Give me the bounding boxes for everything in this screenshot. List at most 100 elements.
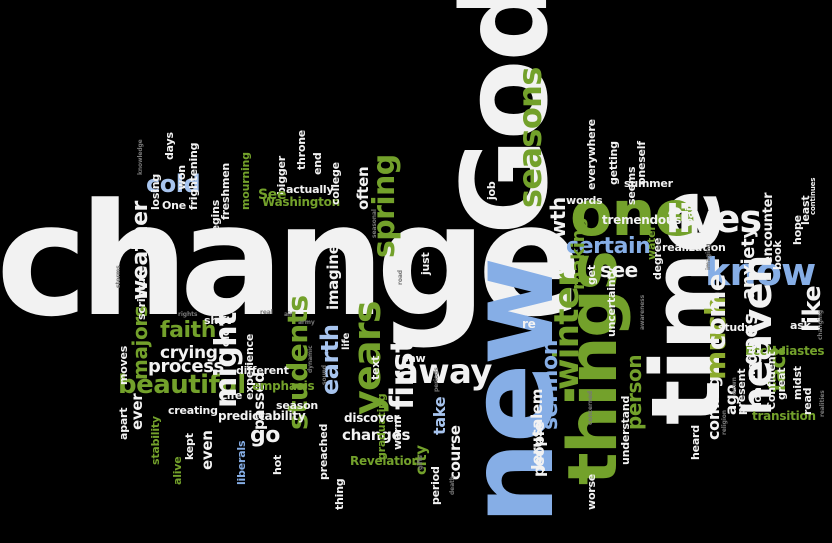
- word-mourning: mourning: [239, 152, 252, 210]
- word-imaging: imaging: [705, 243, 712, 270]
- word-know: know: [705, 250, 816, 294]
- word-ecclesiastes: Ecclesiastes: [745, 344, 825, 358]
- word-just: just: [419, 252, 432, 275]
- word-creating: creating: [168, 404, 218, 417]
- word-full: full: [505, 235, 518, 255]
- word-college: college: [329, 162, 342, 205]
- word-seasonal: seasonal: [371, 209, 378, 238]
- word-seasons: seasons: [511, 67, 549, 208]
- word-frightening: frightening: [187, 142, 200, 210]
- word-washington: Washington: [262, 195, 340, 209]
- word-certain: certain: [566, 234, 651, 259]
- word-awareness: awareness: [639, 294, 646, 330]
- word-warm: warm: [391, 416, 404, 450]
- word-uncertainty: uncertainty: [605, 267, 618, 337]
- word-ask: ask: [790, 319, 811, 332]
- word-job: job: [485, 181, 498, 200]
- word-air: air: [284, 311, 293, 318]
- word-away: away: [396, 352, 492, 392]
- word-actually: actually: [286, 183, 334, 196]
- word-life: Life: [220, 389, 243, 402]
- word-stability: stability: [149, 416, 162, 465]
- word-realization: realization: [662, 241, 726, 254]
- word-predictability: predictability: [218, 409, 306, 423]
- word-alive: alive: [171, 456, 184, 486]
- word-knowledge: knowledge: [137, 139, 144, 175]
- word-spring: spring: [367, 154, 402, 258]
- word-faith: faith: [160, 318, 216, 343]
- word-religion: religion: [721, 410, 728, 435]
- word-people: people: [530, 421, 548, 477]
- word-world: world: [745, 346, 758, 380]
- word-periods: periods: [433, 367, 440, 392]
- word-anxiety: anxiety: [738, 227, 759, 300]
- word-road: road: [397, 270, 404, 285]
- word-down: down: [731, 377, 738, 395]
- word-one: one: [570, 177, 696, 250]
- word-concerned: concerned: [587, 390, 594, 425]
- word-thing: thing: [333, 478, 346, 510]
- word-begins: begins: [209, 199, 222, 240]
- word-course: course: [446, 425, 464, 480]
- word-see-cap: See: [258, 187, 287, 203]
- word-apart: apart: [117, 407, 130, 440]
- word-different: different: [236, 364, 289, 377]
- word-crying: crying: [160, 343, 218, 363]
- word-moves: moves: [117, 345, 130, 385]
- word-preached: preached: [317, 423, 330, 480]
- word-discover: discover: [344, 411, 400, 425]
- word-won: won: [175, 165, 188, 190]
- word-go: go: [250, 423, 280, 448]
- word-cold: cold: [146, 170, 201, 198]
- word-beautiful: beautiful: [118, 370, 246, 400]
- word-pain: pain: [683, 199, 696, 226]
- word-imagine: imagine: [324, 244, 342, 310]
- word-summer: summer: [624, 177, 673, 190]
- word-transition: transition: [752, 409, 816, 423]
- word-process: process: [148, 356, 224, 377]
- word-changes: changes: [342, 426, 411, 444]
- word-realities: realities: [819, 390, 826, 417]
- word-don: don: [751, 387, 764, 410]
- word-come: come: [702, 274, 732, 350]
- word-army: army: [298, 319, 315, 326]
- word-ever: ever: [128, 393, 146, 430]
- word-shift: shift: [204, 314, 232, 327]
- word-period: period: [429, 466, 442, 505]
- word-seems: seems: [625, 166, 638, 205]
- word-heard: heard: [689, 425, 702, 460]
- word-even: even: [198, 430, 216, 470]
- word-lives: lives: [666, 197, 762, 241]
- word-old: old: [219, 328, 232, 347]
- word-book: book: [771, 240, 784, 270]
- word-change: change: [0, 170, 583, 351]
- word-see: see: [600, 258, 638, 282]
- word-water: water: [645, 225, 658, 260]
- word-take: take: [430, 396, 449, 435]
- word-gone: gone: [547, 237, 560, 267]
- word-dynamic: dynamic: [307, 345, 314, 373]
- word-end: end: [311, 152, 324, 175]
- word-one-cap: One: [162, 199, 186, 212]
- word-getting: getting: [607, 141, 620, 185]
- word-hot: hot: [271, 455, 284, 475]
- word-rights: rights: [178, 311, 198, 318]
- word-death: death: [449, 476, 456, 495]
- word-understand: understand: [619, 395, 632, 465]
- word-liberals: liberals: [235, 440, 248, 485]
- word-emphasis: emphasis: [252, 379, 315, 393]
- word-words: words: [566, 194, 603, 207]
- word-least: least: [799, 195, 812, 225]
- word-saw: saw: [402, 352, 426, 365]
- word-losing: losing: [149, 173, 162, 210]
- word-read: read: [801, 387, 814, 415]
- word-sound: sound: [321, 365, 328, 385]
- word-text: text: [369, 355, 382, 380]
- word-storms: storms: [115, 265, 122, 288]
- word-changing: changing: [817, 309, 824, 340]
- word-re: re: [522, 317, 536, 331]
- word-everywhere: everywhere: [585, 119, 598, 190]
- word-scripture: scripture: [135, 265, 148, 320]
- word-graduating: graduating: [375, 393, 388, 460]
